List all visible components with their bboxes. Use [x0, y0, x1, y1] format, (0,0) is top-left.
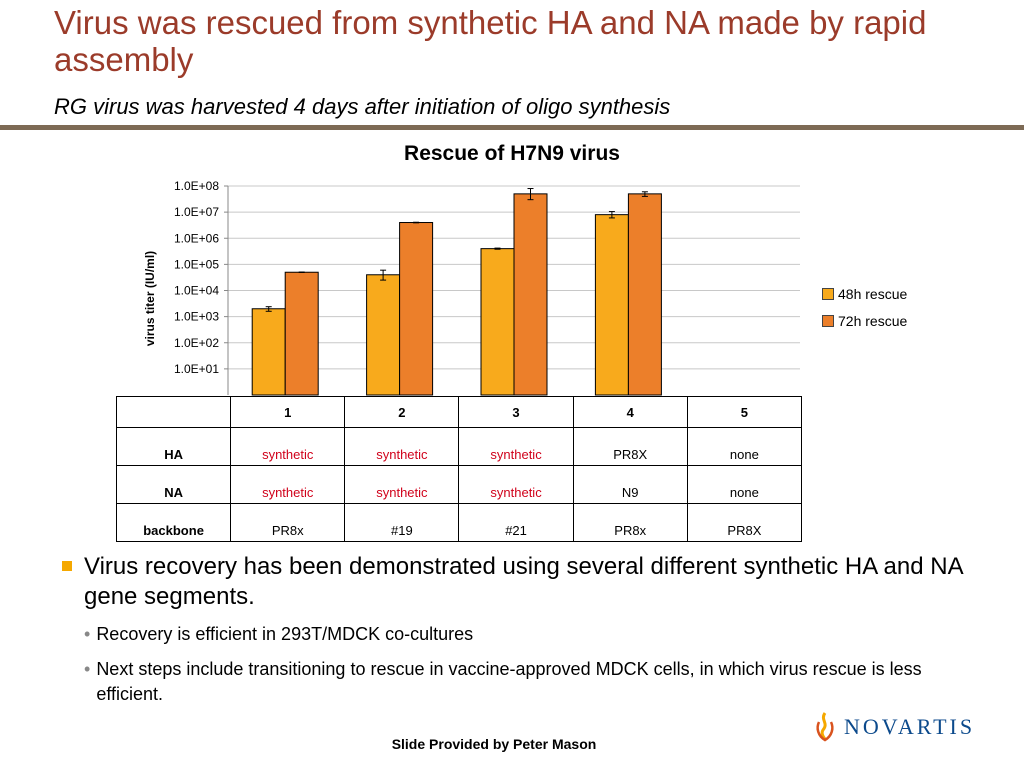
slide-subtitle: RG virus was harvested 4 days after init…	[54, 94, 671, 119]
y-tick-label: 1.0E+06	[174, 231, 219, 245]
legend-label-72h: 72h rescue	[838, 312, 908, 329]
bar-72h-4	[627, 193, 662, 396]
table-cell: #19	[344, 503, 460, 542]
table-cell: synthetic	[230, 465, 346, 504]
legend-item-48h: 48h rescue	[822, 280, 907, 307]
table-cell: none	[686, 427, 803, 466]
legend-item-72h: 72h rescue	[822, 307, 907, 334]
table-header-row: 1 2 3 4 5	[115, 396, 803, 428]
table-row: NA synthetic synthetic synthetic N9 none	[115, 465, 803, 504]
y-tick-label: 1.0E+01	[174, 362, 219, 376]
bullet-sub-1-text: Recovery is efficient in 293T/MDCK co-cu…	[96, 624, 474, 644]
y-tick-label: 1.0E+03	[174, 310, 219, 324]
y-tick-label: 1.0E+04	[174, 284, 219, 298]
y-tick-label: 1.0E+02	[174, 336, 219, 350]
bar-chart: 1.0E+01 1.0E+02 1.0E+03 1.0E+04 1.0E+05 1.0E+…	[143, 179, 800, 396]
bar-48h-2	[366, 274, 401, 396]
bar-48h-1	[251, 308, 286, 396]
row-label-ha: HA	[115, 427, 232, 466]
row-label-backbone: backbone	[115, 503, 232, 542]
chart-legend: 48h rescue 72h rescue	[822, 280, 907, 334]
table-header-cell	[115, 396, 232, 428]
chart-title: Rescue of H7N9 virus	[404, 142, 620, 165]
table-cell: PR8x	[572, 503, 688, 542]
novartis-logo: NOVARTIS	[814, 712, 975, 742]
square-bullet-icon	[62, 561, 72, 571]
legend-swatch-48h	[822, 287, 834, 300]
bullet-sub-2: • Next steps include transitioning to re…	[84, 657, 982, 707]
slide-credit: Slide Provided by Peter Mason	[391, 736, 597, 752]
y-tick-label: 1.0E+08	[174, 179, 219, 193]
dot-bullet-icon: •	[84, 624, 91, 644]
table-row: HA synthetic synthetic synthetic PR8X no…	[115, 427, 803, 466]
table-cell: synthetic	[344, 465, 460, 504]
table-header-cell: 1	[230, 396, 346, 428]
bullet-sub-2-text: Next steps include transitioning to resc…	[96, 659, 922, 704]
table-cell: synthetic	[230, 427, 346, 466]
bar-48h-3	[480, 248, 515, 396]
table-row: backbone PR8x #19 #21 PR8x PR8X	[115, 503, 803, 542]
table-cell: PR8X	[572, 427, 688, 466]
title-divider	[0, 125, 1024, 130]
bar-48h-4	[594, 214, 629, 396]
bullet-main-text: Virus recovery has been demonstrated usi…	[84, 553, 963, 610]
y-tick-label: 1.0E+07	[174, 205, 219, 219]
y-tick-label: 1.0E+05	[174, 257, 219, 271]
table-cell: PR8X	[686, 503, 803, 542]
bar-72h-1	[284, 271, 319, 396]
table-cell: PR8x	[230, 503, 346, 542]
bar-72h-2	[399, 222, 434, 396]
table-cell: synthetic	[458, 427, 574, 466]
table-header-cell: 4	[572, 396, 688, 428]
dot-bullet-icon: •	[84, 659, 91, 679]
logo-text: NOVARTIS	[844, 714, 976, 739]
table-cell: synthetic	[344, 427, 460, 466]
table-header-cell: 2	[344, 396, 460, 428]
table-cell: #21	[458, 503, 574, 542]
table-cell: N9	[572, 465, 688, 504]
bullet-sub-1: • Recovery is efficient in 293T/MDCK co-…	[84, 622, 982, 647]
legend-swatch-72h	[822, 314, 834, 327]
condition-table: 1 2 3 4 5 HA synthetic synthetic synthet…	[115, 396, 803, 542]
table-cell: synthetic	[458, 465, 574, 504]
table-header-cell: 5	[686, 396, 803, 428]
row-label-na: NA	[115, 465, 232, 504]
slide-title: Virus was rescued from synthetic HA and …	[54, 4, 927, 78]
table-header-cell: 3	[458, 396, 574, 428]
bar-72h-3	[513, 193, 548, 396]
bullet-main: Virus recovery has been demonstrated usi…	[62, 552, 982, 612]
bullet-list: Virus recovery has been demonstrated usi…	[62, 552, 982, 707]
flame-logo-icon	[816, 712, 834, 742]
legend-label-48h: 48h rescue	[838, 285, 908, 302]
y-axis-label: virus titer (IU/ml)	[143, 251, 157, 346]
table-cell: none	[686, 465, 803, 504]
